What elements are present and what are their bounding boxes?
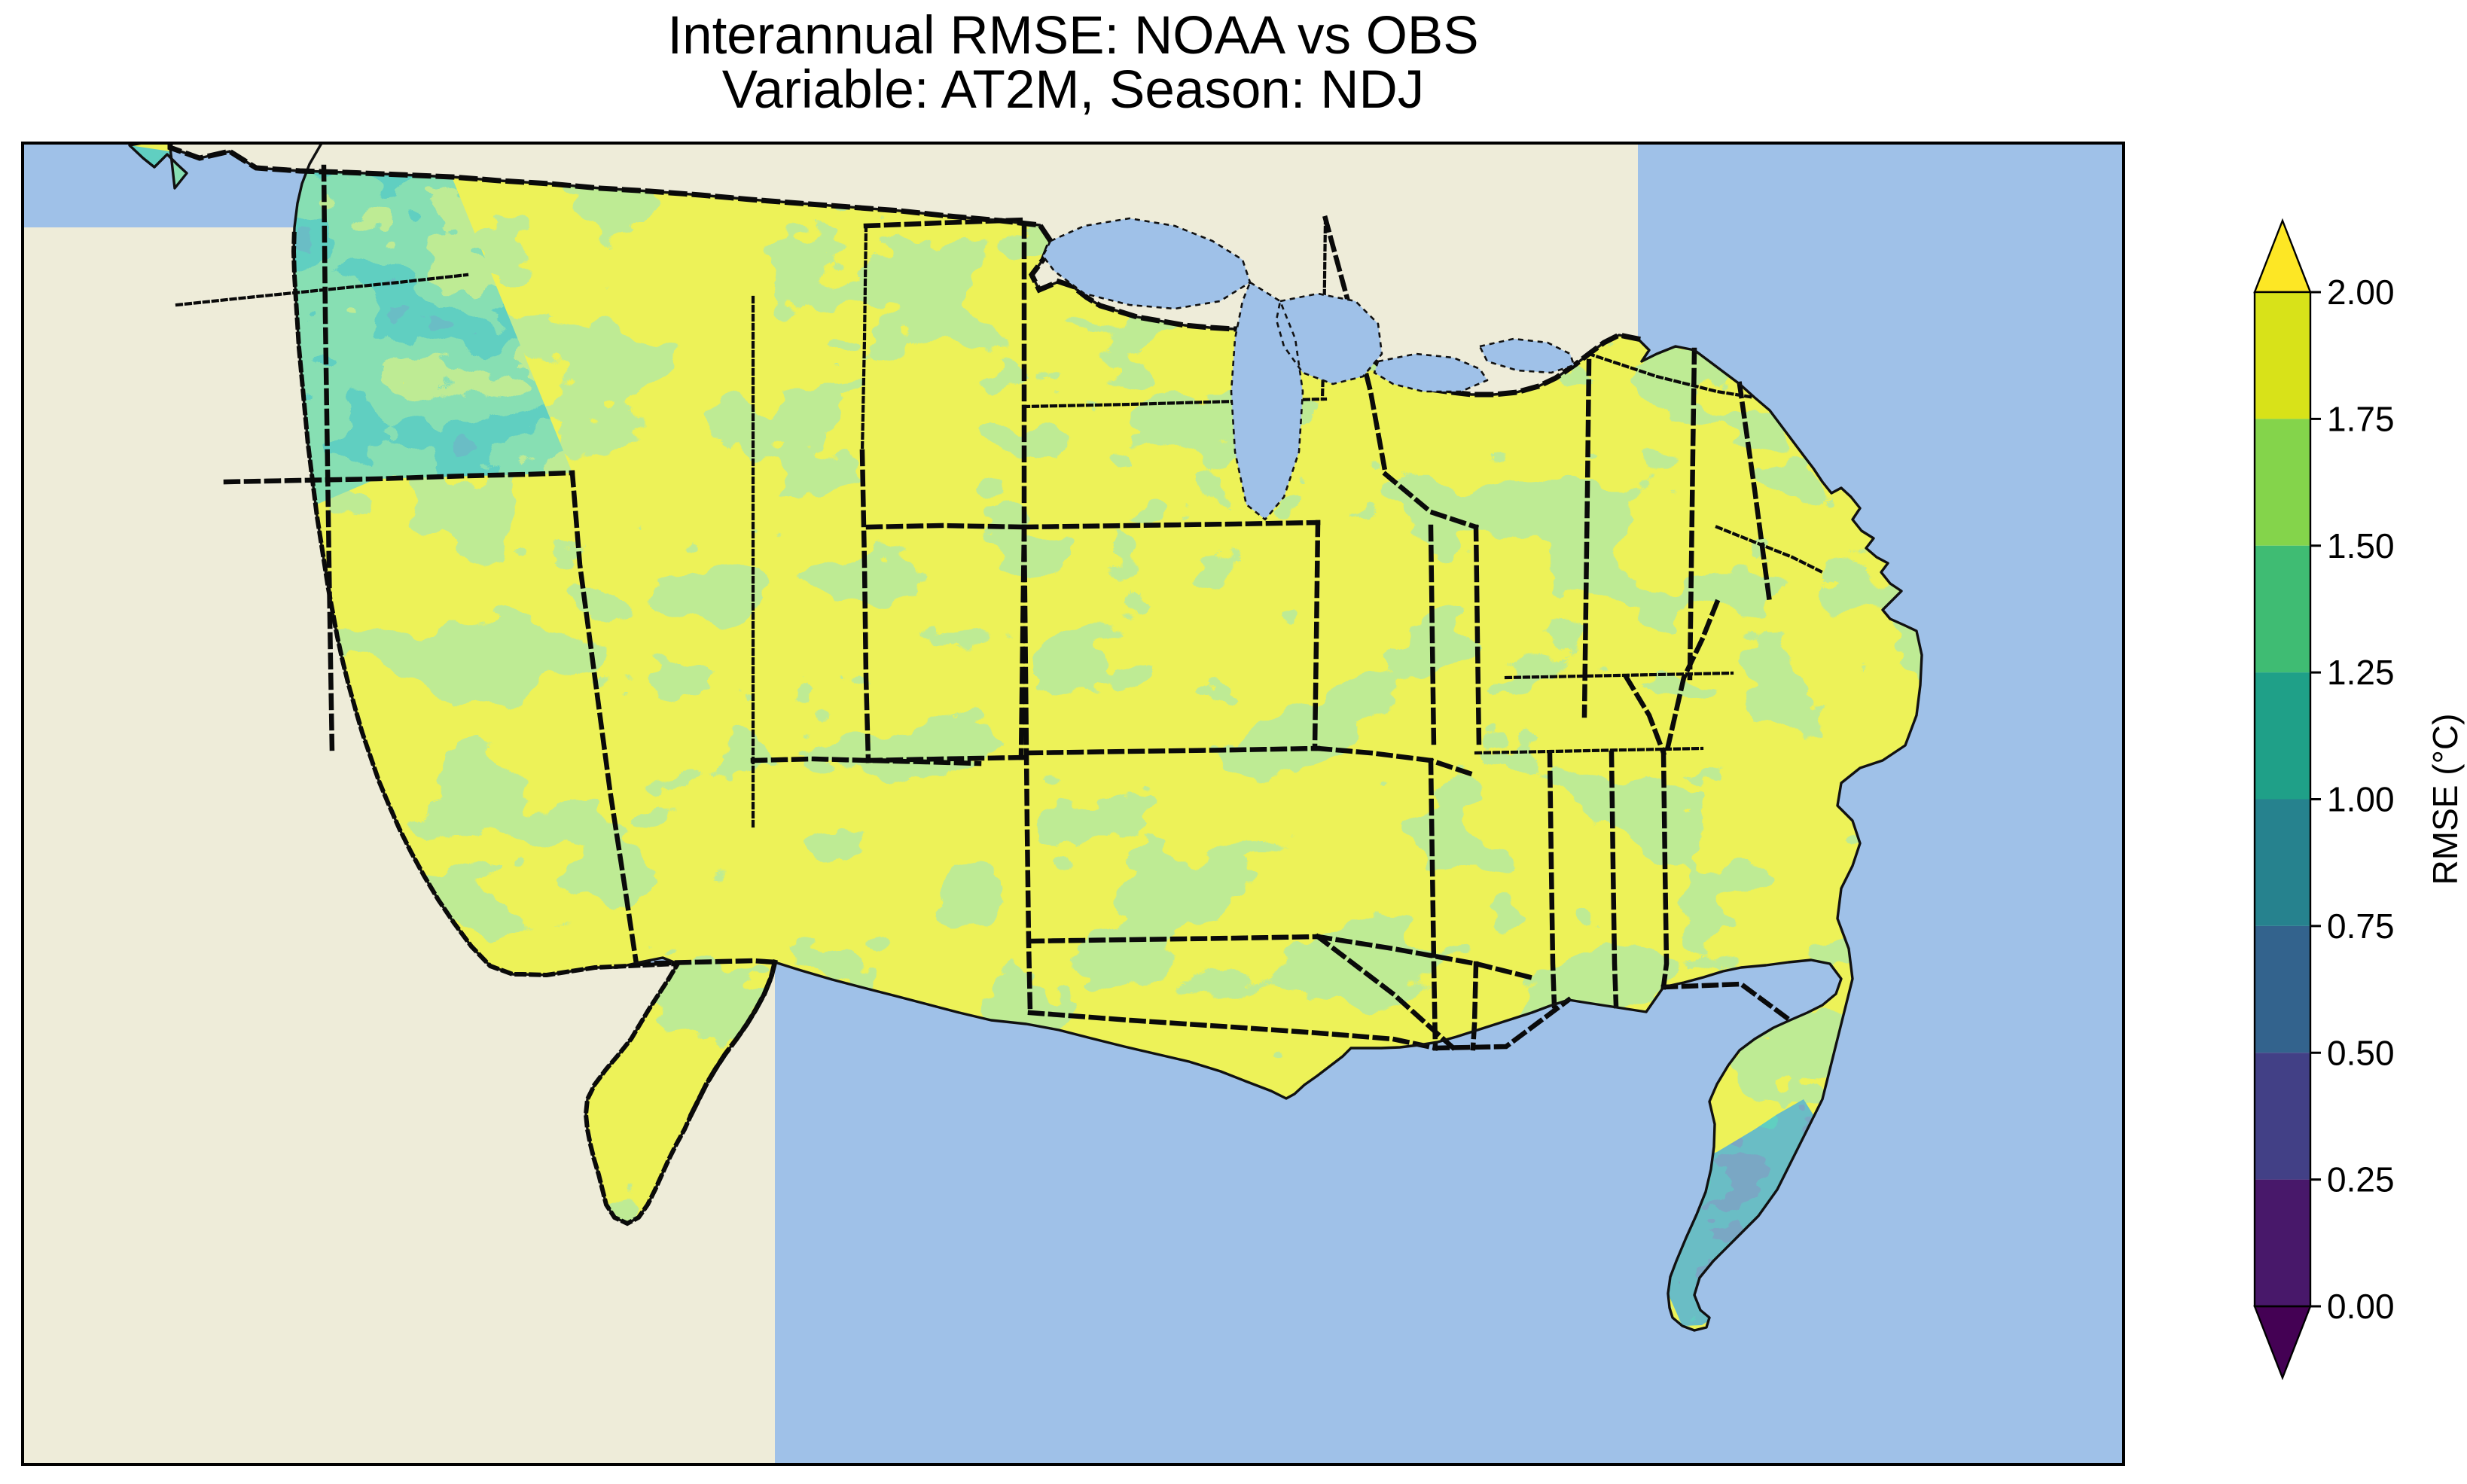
svg-text:0.00: 0.00 [2327,1287,2395,1326]
svg-text:RMSE (°C): RMSE (°C) [2426,714,2465,885]
svg-text:0.25: 0.25 [2327,1160,2395,1199]
svg-text:2.00: 2.00 [2327,273,2395,312]
svg-text:1.75: 1.75 [2327,399,2395,438]
svg-text:1.50: 1.50 [2327,526,2395,565]
svg-text:0.75: 0.75 [2327,907,2395,946]
svg-text:1.00: 1.00 [2327,780,2395,819]
svg-text:1.25: 1.25 [2327,653,2395,692]
svg-text:0.50: 0.50 [2327,1033,2395,1072]
